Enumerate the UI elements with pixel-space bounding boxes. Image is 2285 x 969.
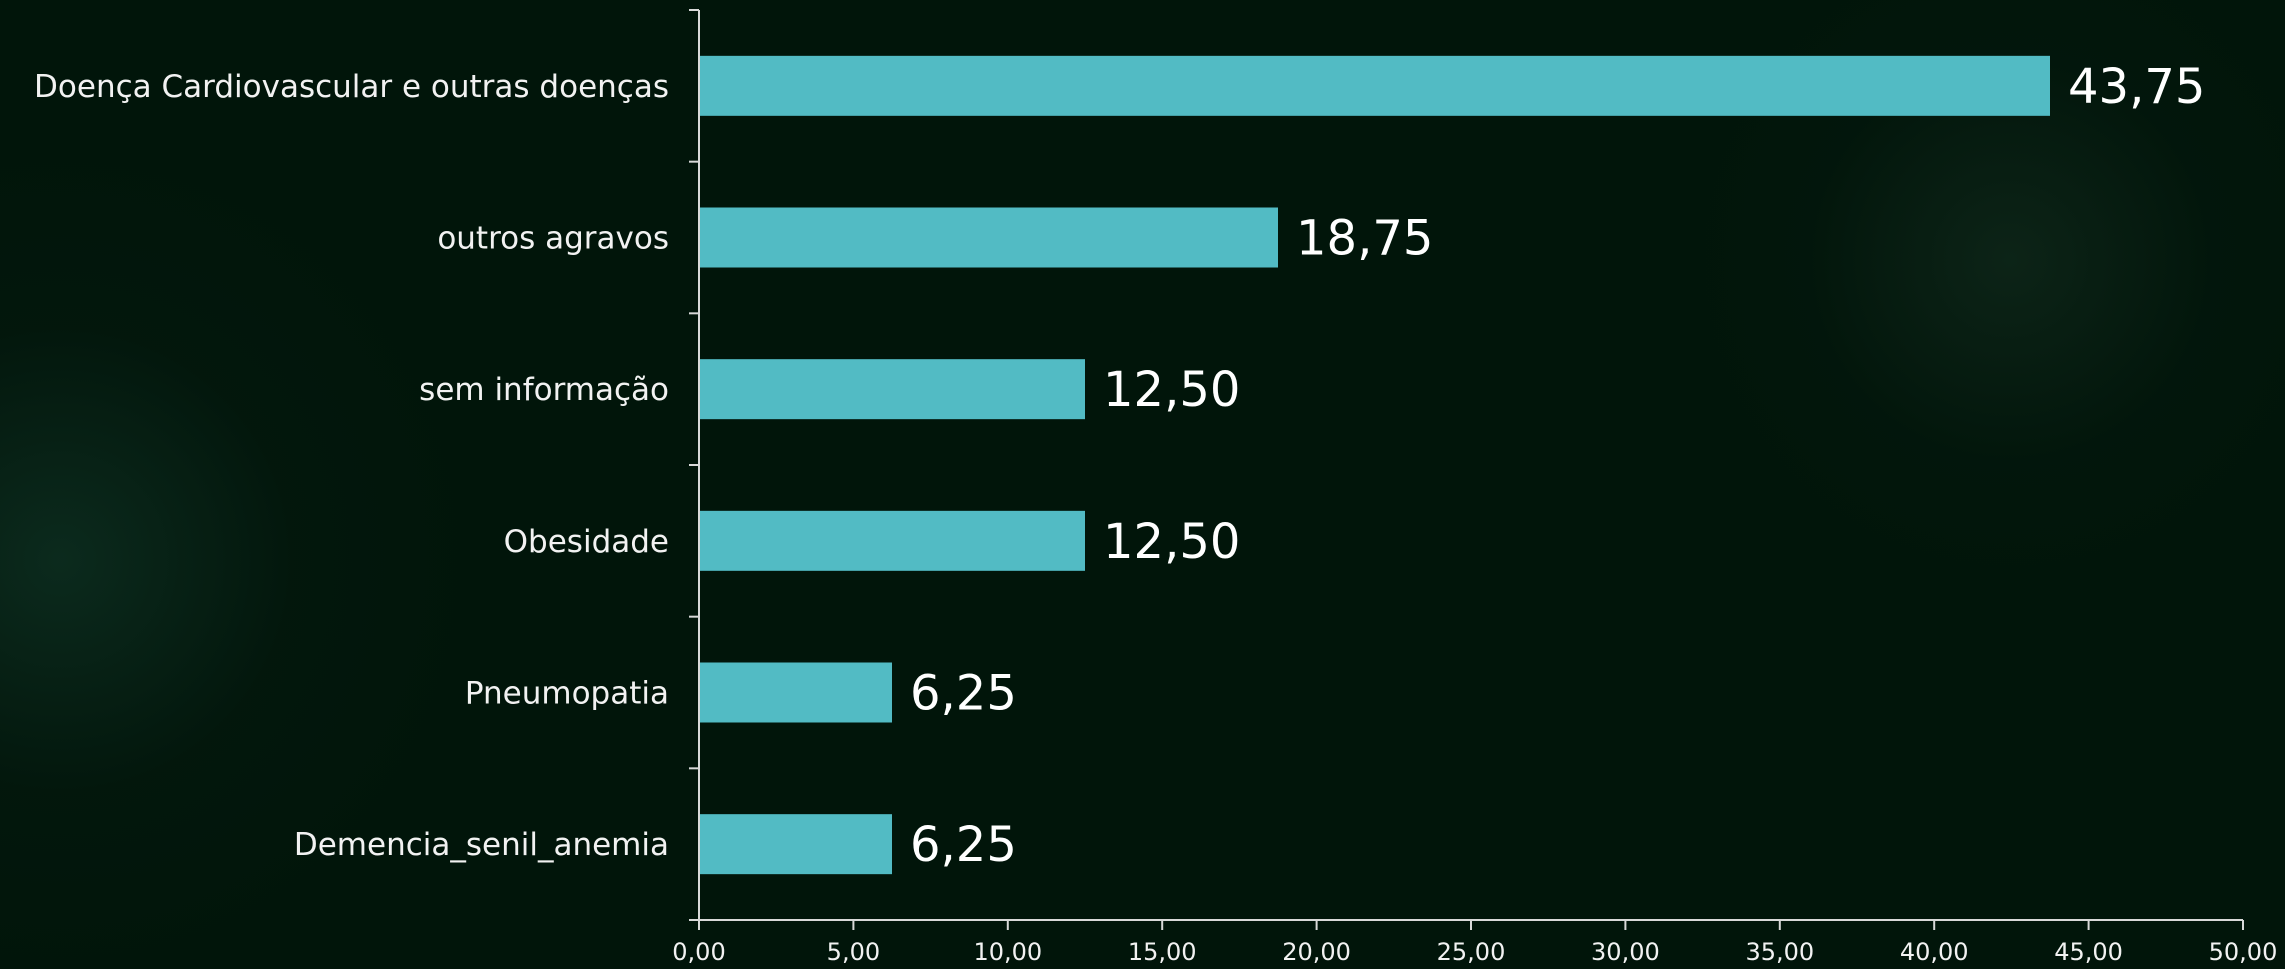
labels-layer: Doença Cardiovascular e outras doenças 43… bbox=[34, 59, 2277, 966]
x-tick-label: 35,00 bbox=[1745, 938, 1814, 966]
data-label: 6,25 bbox=[910, 817, 1017, 873]
x-tick-label: 20,00 bbox=[1282, 938, 1351, 966]
x-tick-label: 45,00 bbox=[2054, 938, 2123, 966]
category-label: Obesidade bbox=[504, 524, 669, 560]
x-tick-label: 10,00 bbox=[973, 938, 1042, 966]
category-label: Demencia_senil_anemia bbox=[294, 827, 669, 863]
category-label: Pneumopatia bbox=[465, 676, 669, 712]
x-tick-label: 30,00 bbox=[1591, 938, 1660, 966]
data-label: 43,75 bbox=[2068, 59, 2205, 115]
bar bbox=[699, 814, 892, 875]
data-label: 12,50 bbox=[1103, 514, 1240, 570]
bar bbox=[699, 662, 892, 723]
x-tick-label: 0,00 bbox=[672, 938, 725, 966]
category-label: sem informação bbox=[419, 372, 669, 408]
axes-layer bbox=[689, 9, 2244, 930]
bar bbox=[699, 55, 2050, 116]
bars-layer bbox=[699, 55, 2050, 875]
data-label: 6,25 bbox=[910, 666, 1017, 722]
bar bbox=[699, 510, 1085, 571]
category-label: Doença Cardiovascular e outras doenças bbox=[34, 69, 669, 105]
category-label: outros agravos bbox=[437, 221, 669, 257]
x-tick-label: 40,00 bbox=[1900, 938, 1969, 966]
bar bbox=[699, 359, 1085, 420]
data-label: 12,50 bbox=[1103, 362, 1240, 418]
data-label: 18,75 bbox=[1296, 211, 1433, 267]
x-tick-label: 50,00 bbox=[2209, 938, 2278, 966]
x-tick-label: 5,00 bbox=[827, 938, 880, 966]
bar bbox=[699, 207, 1278, 268]
x-tick-label: 25,00 bbox=[1437, 938, 1506, 966]
x-tick-label: 15,00 bbox=[1128, 938, 1197, 966]
